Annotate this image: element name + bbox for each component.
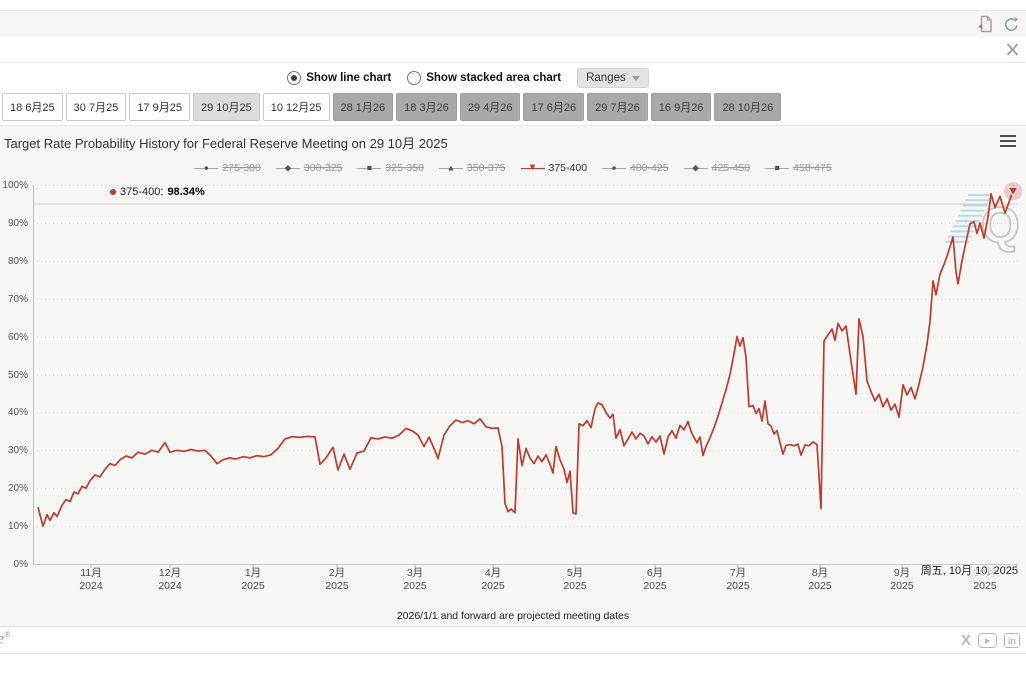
radio-line-chart-circle[interactable] xyxy=(287,71,302,85)
diamond-marker-icon: ◆ xyxy=(275,163,300,173)
last-point-marker xyxy=(1007,186,1019,197)
meeting-tab-0[interactable]: 18 6月25 xyxy=(2,93,63,121)
y-axis-label-90: 90% xyxy=(7,217,28,229)
ranges-dropdown-label: Ranges xyxy=(586,72,626,84)
top-toolbar xyxy=(0,10,1026,38)
triangle-up-marker-icon: ▲ xyxy=(438,163,463,173)
legend-item-400-425[interactable]: ● 400-425 xyxy=(602,162,669,174)
x-axis-label-0: 11月 2024 xyxy=(79,567,103,592)
plot-svg: Q xyxy=(33,182,1022,568)
export-page-icon[interactable] xyxy=(976,15,994,33)
chevron-down-icon xyxy=(631,75,640,81)
x-axis-label-8: 7月 2025 xyxy=(726,567,750,592)
y-axis-label-0: 0% xyxy=(13,559,28,570)
refresh-icon[interactable] xyxy=(1002,15,1020,33)
radio-stacked-area-circle[interactable] xyxy=(407,71,422,85)
meeting-tab-4[interactable]: 10 12月25 xyxy=(262,93,330,121)
x-axis-label-7: 6月 2025 xyxy=(643,567,667,592)
y-axis-label-40: 40% xyxy=(7,407,28,419)
current-value-label: 375-400: 98.34% xyxy=(110,186,205,198)
y-axis-label-60: 60% xyxy=(7,331,28,343)
series-line-375-400 xyxy=(37,191,1014,527)
y-axis-label-80: 80% xyxy=(7,255,28,267)
x-social-icon[interactable]: X xyxy=(960,632,971,649)
meeting-tab-11[interactable]: 28 10月26 xyxy=(714,93,782,121)
legend-item-450-475[interactable]: ■ 450-475 xyxy=(765,162,832,174)
x-axis-label-5: 4月 2025 xyxy=(481,567,505,592)
x-axis-label-2: 1月 2025 xyxy=(241,567,265,592)
series-name: 375-400: xyxy=(120,186,164,198)
legend-label: 300-325 xyxy=(303,162,343,174)
meeting-tab-6[interactable]: 18 3月26 xyxy=(396,93,457,121)
linkedin-icon[interactable]: in xyxy=(1004,633,1020,648)
radio-line-chart[interactable]: Show line chart xyxy=(287,71,391,85)
x-axis-label-6: 5月 2025 xyxy=(563,567,587,592)
y-axis-label-70: 70% xyxy=(7,293,28,305)
bottom-divider xyxy=(0,653,1026,654)
meeting-tab-5[interactable]: 28 1月26 xyxy=(332,93,394,121)
x-axis-label-10: 9月 2025 xyxy=(890,567,914,592)
legend-item-375-400[interactable]: ▼ 375-400 xyxy=(520,162,588,174)
legend-item-300-325[interactable]: ◆ 300-325 xyxy=(275,162,343,174)
legend-item-425-450[interactable]: ◆ 425-450 xyxy=(683,162,751,174)
legend-label: 325-350 xyxy=(385,162,424,174)
top-toolbar-icons xyxy=(976,15,1020,33)
meeting-tabs: 18 6月25 30 7月25 17 9月25 29 10月25 10 12月25 28 … xyxy=(2,93,782,121)
ranges-dropdown[interactable]: Ranges xyxy=(577,68,649,88)
meeting-tab-2[interactable]: 17 9月25 xyxy=(129,93,190,121)
meeting-tab-3[interactable]: 29 10月25 xyxy=(192,93,260,121)
chart-panel: Target Rate Probability History for Fede… xyxy=(0,125,1026,627)
legend-label: 425-450 xyxy=(711,162,751,174)
legend-label: 275-300 xyxy=(222,162,261,174)
legend-item-325-350[interactable]: ■ 325-350 xyxy=(357,162,424,174)
radio-stacked-area-chart[interactable]: Show stacked area chart xyxy=(407,71,561,85)
meeting-tab-1[interactable]: 30 7月25 xyxy=(65,93,127,121)
chart-footnote: 2026/1/1 and forward are projected meeti… xyxy=(396,610,630,622)
x-axis-label-4: 3月 2025 xyxy=(403,567,427,592)
square-marker-icon: ■ xyxy=(765,163,790,173)
circle-marker-icon: ● xyxy=(194,163,219,173)
close-icon[interactable] xyxy=(1004,41,1020,57)
triangle-down-marker-icon: ▼ xyxy=(520,163,545,173)
legend-label: 375-400 xyxy=(548,162,588,174)
meeting-tab-8[interactable]: 17 6月26 xyxy=(523,93,585,121)
y-axis-label-30: 30% xyxy=(7,445,28,457)
series-dot-icon xyxy=(110,189,116,195)
panel-header xyxy=(0,37,1026,63)
legend-label: 400-425 xyxy=(630,162,669,174)
series-value: 98.34% xyxy=(167,186,205,198)
meeting-tab-10[interactable]: 16 9月26 xyxy=(650,93,712,121)
meeting-tab-7[interactable]: 29 4月26 xyxy=(459,93,521,121)
legend-label: 350-375 xyxy=(466,162,506,174)
chart-legend: ● 275-300 ◆ 300-325 ■ 325-350 ▲ 350-375 ▼ 375-400… xyxy=(0,162,1026,174)
chart-type-controls: Show line chart Show stacked area chart … xyxy=(0,66,1026,90)
y-axis-label-100: 100% xyxy=(2,180,28,191)
legend-item-350-375[interactable]: ▲ 350-375 xyxy=(438,162,506,174)
x-axis-label-11: 10月 2025 xyxy=(973,567,997,592)
crosshair-date-label: 周五, 10月 10, 2025 xyxy=(920,565,1018,577)
x-axis-label-3: 2月 2025 xyxy=(325,567,349,592)
legend-item-275-300[interactable]: ● 275-300 xyxy=(194,162,261,174)
radio-stacked-area-label: Show stacked area chart xyxy=(426,72,562,84)
radio-line-chart-label: Show line chart xyxy=(306,72,392,84)
youtube-icon[interactable] xyxy=(978,633,997,648)
partial-brand-logo: e® xyxy=(0,630,11,647)
chart-title: Target Rate Probability History for Fede… xyxy=(4,136,448,151)
social-links: X in xyxy=(961,633,1020,648)
x-axis-label-1: 12月 2024 xyxy=(158,567,182,592)
circle-marker-icon: ● xyxy=(602,163,627,173)
square-marker-icon: ■ xyxy=(357,163,382,173)
diamond-marker-icon: ◆ xyxy=(683,163,708,173)
legend-label: 450-475 xyxy=(793,162,832,174)
y-axis-label-50: 50% xyxy=(7,369,28,381)
chart-menu-icon[interactable] xyxy=(1000,135,1016,147)
y-axis-label-20: 20% xyxy=(7,483,28,495)
y-axis-label-10: 10% xyxy=(7,521,28,533)
x-axis-label-9: 8月 2025 xyxy=(808,567,832,592)
meeting-tab-9[interactable]: 29 7月26 xyxy=(587,93,648,121)
